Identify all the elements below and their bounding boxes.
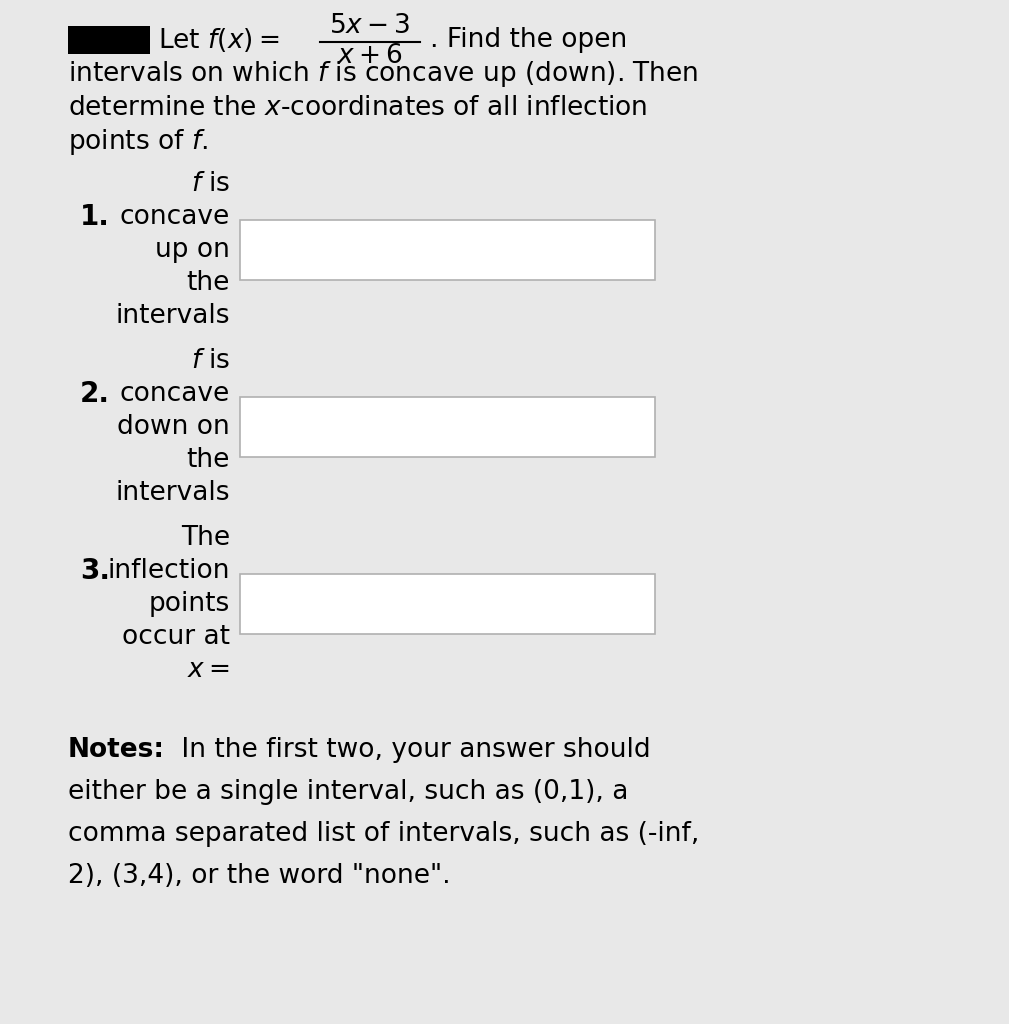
Text: up on: up on bbox=[155, 237, 230, 263]
FancyBboxPatch shape bbox=[240, 220, 655, 280]
Text: occur at: occur at bbox=[122, 624, 230, 650]
Text: comma separated list of intervals, such as (-inf,: comma separated list of intervals, such … bbox=[68, 821, 699, 847]
Text: the: the bbox=[187, 447, 230, 473]
Text: determine the $x$-coordinates of all inflection: determine the $x$-coordinates of all inf… bbox=[68, 95, 648, 121]
Text: $($: $($ bbox=[68, 26, 78, 54]
Text: points of $f$.: points of $f$. bbox=[68, 127, 208, 157]
Text: $x =$: $x =$ bbox=[188, 657, 230, 683]
Text: Let $f(x) =$: Let $f(x) =$ bbox=[158, 26, 279, 54]
Text: $5x - 3$: $5x - 3$ bbox=[329, 13, 411, 39]
Text: $x + 6$: $x + 6$ bbox=[337, 43, 403, 69]
FancyBboxPatch shape bbox=[240, 397, 655, 457]
Text: intervals: intervals bbox=[115, 303, 230, 329]
Text: intervals: intervals bbox=[115, 480, 230, 506]
Text: 1.: 1. bbox=[80, 203, 110, 231]
Text: concave: concave bbox=[120, 204, 230, 230]
Text: inflection: inflection bbox=[108, 558, 230, 584]
Text: $f$ is: $f$ is bbox=[191, 171, 230, 197]
Text: concave: concave bbox=[120, 381, 230, 407]
Text: points: points bbox=[148, 591, 230, 617]
Text: The: The bbox=[181, 525, 230, 551]
Text: 3.: 3. bbox=[80, 557, 110, 585]
Text: $f$ is: $f$ is bbox=[191, 348, 230, 374]
Text: In the first two, your answer should: In the first two, your answer should bbox=[173, 737, 651, 763]
Text: intervals on which $f$ is concave up (down). Then: intervals on which $f$ is concave up (do… bbox=[68, 59, 698, 89]
FancyBboxPatch shape bbox=[55, 5, 945, 1019]
Text: the: the bbox=[187, 270, 230, 296]
Text: down on: down on bbox=[117, 414, 230, 440]
FancyBboxPatch shape bbox=[68, 26, 150, 54]
Text: Notes:: Notes: bbox=[68, 737, 165, 763]
FancyBboxPatch shape bbox=[240, 574, 655, 634]
Text: 2.: 2. bbox=[80, 380, 110, 408]
Text: either be a single interval, such as (0,1), a: either be a single interval, such as (0,… bbox=[68, 779, 629, 805]
Text: . Find the open: . Find the open bbox=[430, 27, 628, 53]
Text: 2), (3,4), or the word "none".: 2), (3,4), or the word "none". bbox=[68, 863, 451, 889]
